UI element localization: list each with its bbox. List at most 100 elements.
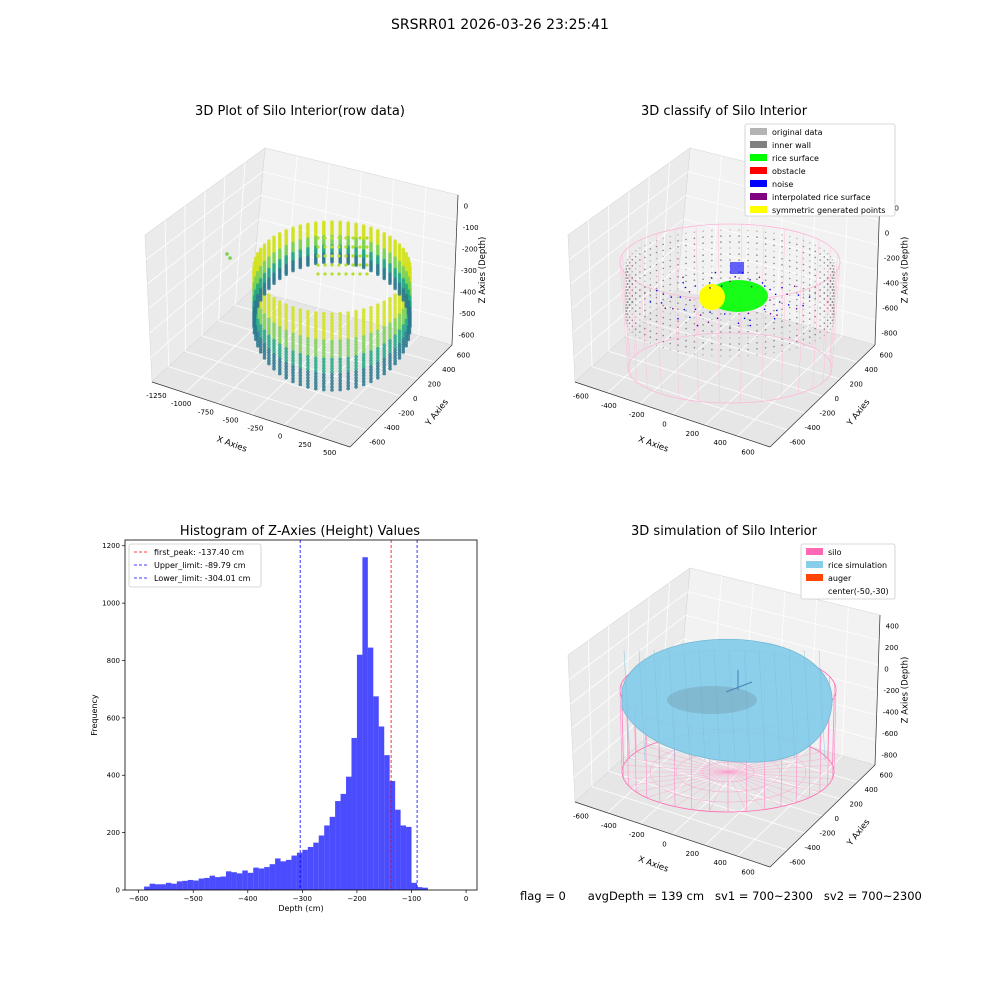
raw-point (354, 385, 358, 389)
noise-point (714, 271, 717, 274)
raw-point (382, 351, 387, 356)
x-tick-label: -1000 (171, 400, 191, 408)
raw-point (393, 315, 397, 319)
silo-wireframe (623, 771, 729, 780)
raw-point (284, 370, 289, 374)
inner-wall-point (831, 282, 834, 285)
raw-point (354, 309, 358, 314)
raw-point (406, 310, 411, 315)
inner-wall-point (720, 259, 722, 261)
histogram-bar (220, 876, 226, 890)
inner-wall-point (649, 278, 652, 280)
raw-point (388, 341, 392, 346)
histogram-bar (324, 825, 330, 890)
raw-point (291, 347, 295, 351)
inner-wall-point (729, 277, 731, 279)
inner-wall-point (662, 285, 664, 288)
raw-point (346, 359, 351, 364)
raw-point (393, 348, 397, 352)
inner-wall-point (625, 271, 627, 273)
inner-wall-point (634, 322, 637, 325)
raw-point (267, 342, 271, 347)
inner-wall-point (631, 306, 634, 309)
silo-wireframe (822, 277, 831, 383)
x-tick-label: 0 (278, 433, 282, 441)
y-tick-label: -600 (369, 439, 385, 447)
legend-label: symmetric generated points (772, 206, 885, 215)
inner-wall-point (747, 247, 749, 250)
inner-wall-point (685, 274, 687, 277)
raw-point (382, 300, 387, 305)
y-tick-label: 800 (107, 657, 120, 665)
raw-point (330, 324, 334, 329)
raw-point (351, 236, 355, 240)
raw-point (354, 331, 358, 335)
inner-wall-point (625, 262, 628, 264)
raw-point (278, 306, 282, 310)
y-tick-label: -400 (384, 424, 400, 432)
raw-point (267, 298, 271, 303)
legend-label: rice simulation (828, 561, 887, 570)
inner-wall-point (662, 255, 664, 258)
inner-wall-point (693, 273, 696, 276)
silo-wireframe (727, 771, 820, 793)
raw-point (337, 236, 341, 240)
noise-point (656, 289, 658, 292)
legend-swatch (750, 167, 767, 174)
z-tick-label: 200 (885, 644, 898, 652)
inner-wall-point (764, 341, 767, 343)
raw-point (322, 381, 326, 386)
z-tick-label: -200 (884, 687, 900, 695)
noise-point (774, 293, 777, 296)
inner-wall-point (626, 300, 629, 303)
raw-point (272, 336, 276, 340)
legend-label: Upper_limit: -89.79 cm (154, 561, 246, 570)
inner-wall-point (747, 271, 749, 274)
inner-wall-point (720, 355, 722, 357)
raw-point (284, 373, 289, 377)
inner-wall-point (626, 270, 629, 273)
inner-wall-point (634, 304, 637, 306)
inner-wall-point (756, 254, 758, 256)
raw-point (382, 334, 387, 339)
histogram-bar (313, 842, 319, 890)
raw-point (298, 341, 303, 345)
inner-wall-point (693, 243, 696, 245)
raw-point (272, 311, 276, 315)
inner-wall-point (829, 297, 832, 300)
inner-wall-point (788, 312, 791, 315)
inner-wall-point (655, 245, 658, 248)
rice-mesh-line (773, 649, 781, 761)
inner-wall-point (631, 313, 634, 316)
y-axis-line (769, 764, 876, 868)
raw-point (298, 379, 303, 384)
raw-point (407, 330, 412, 335)
raw-point (393, 356, 397, 360)
raw-point (338, 387, 343, 392)
inner-wall-point (644, 303, 646, 306)
raw-point (365, 272, 369, 276)
raw-point (351, 254, 355, 258)
raw-point (393, 309, 397, 314)
raw-point (267, 350, 271, 355)
raw-point (306, 346, 310, 350)
raw-point (397, 305, 402, 309)
x-axis-label: X Axies (215, 435, 248, 455)
raw-point (330, 360, 334, 365)
inner-wall-point (720, 343, 722, 345)
inner-wall-point (626, 276, 629, 279)
inner-wall-point (773, 345, 775, 348)
y-tick-label: 400 (442, 366, 455, 374)
inner-wall-point (802, 281, 805, 284)
raw-point (369, 314, 373, 319)
raw-point (397, 345, 402, 350)
y-tick-label: 0 (413, 395, 417, 403)
inner-wall-point (644, 250, 646, 253)
raw-point (278, 368, 282, 373)
raw-point (393, 293, 397, 297)
raw-point (346, 353, 351, 358)
raw-point (338, 357, 343, 362)
raw-point (354, 355, 358, 359)
inner-wall-point (781, 320, 783, 323)
raw-point (267, 361, 271, 366)
